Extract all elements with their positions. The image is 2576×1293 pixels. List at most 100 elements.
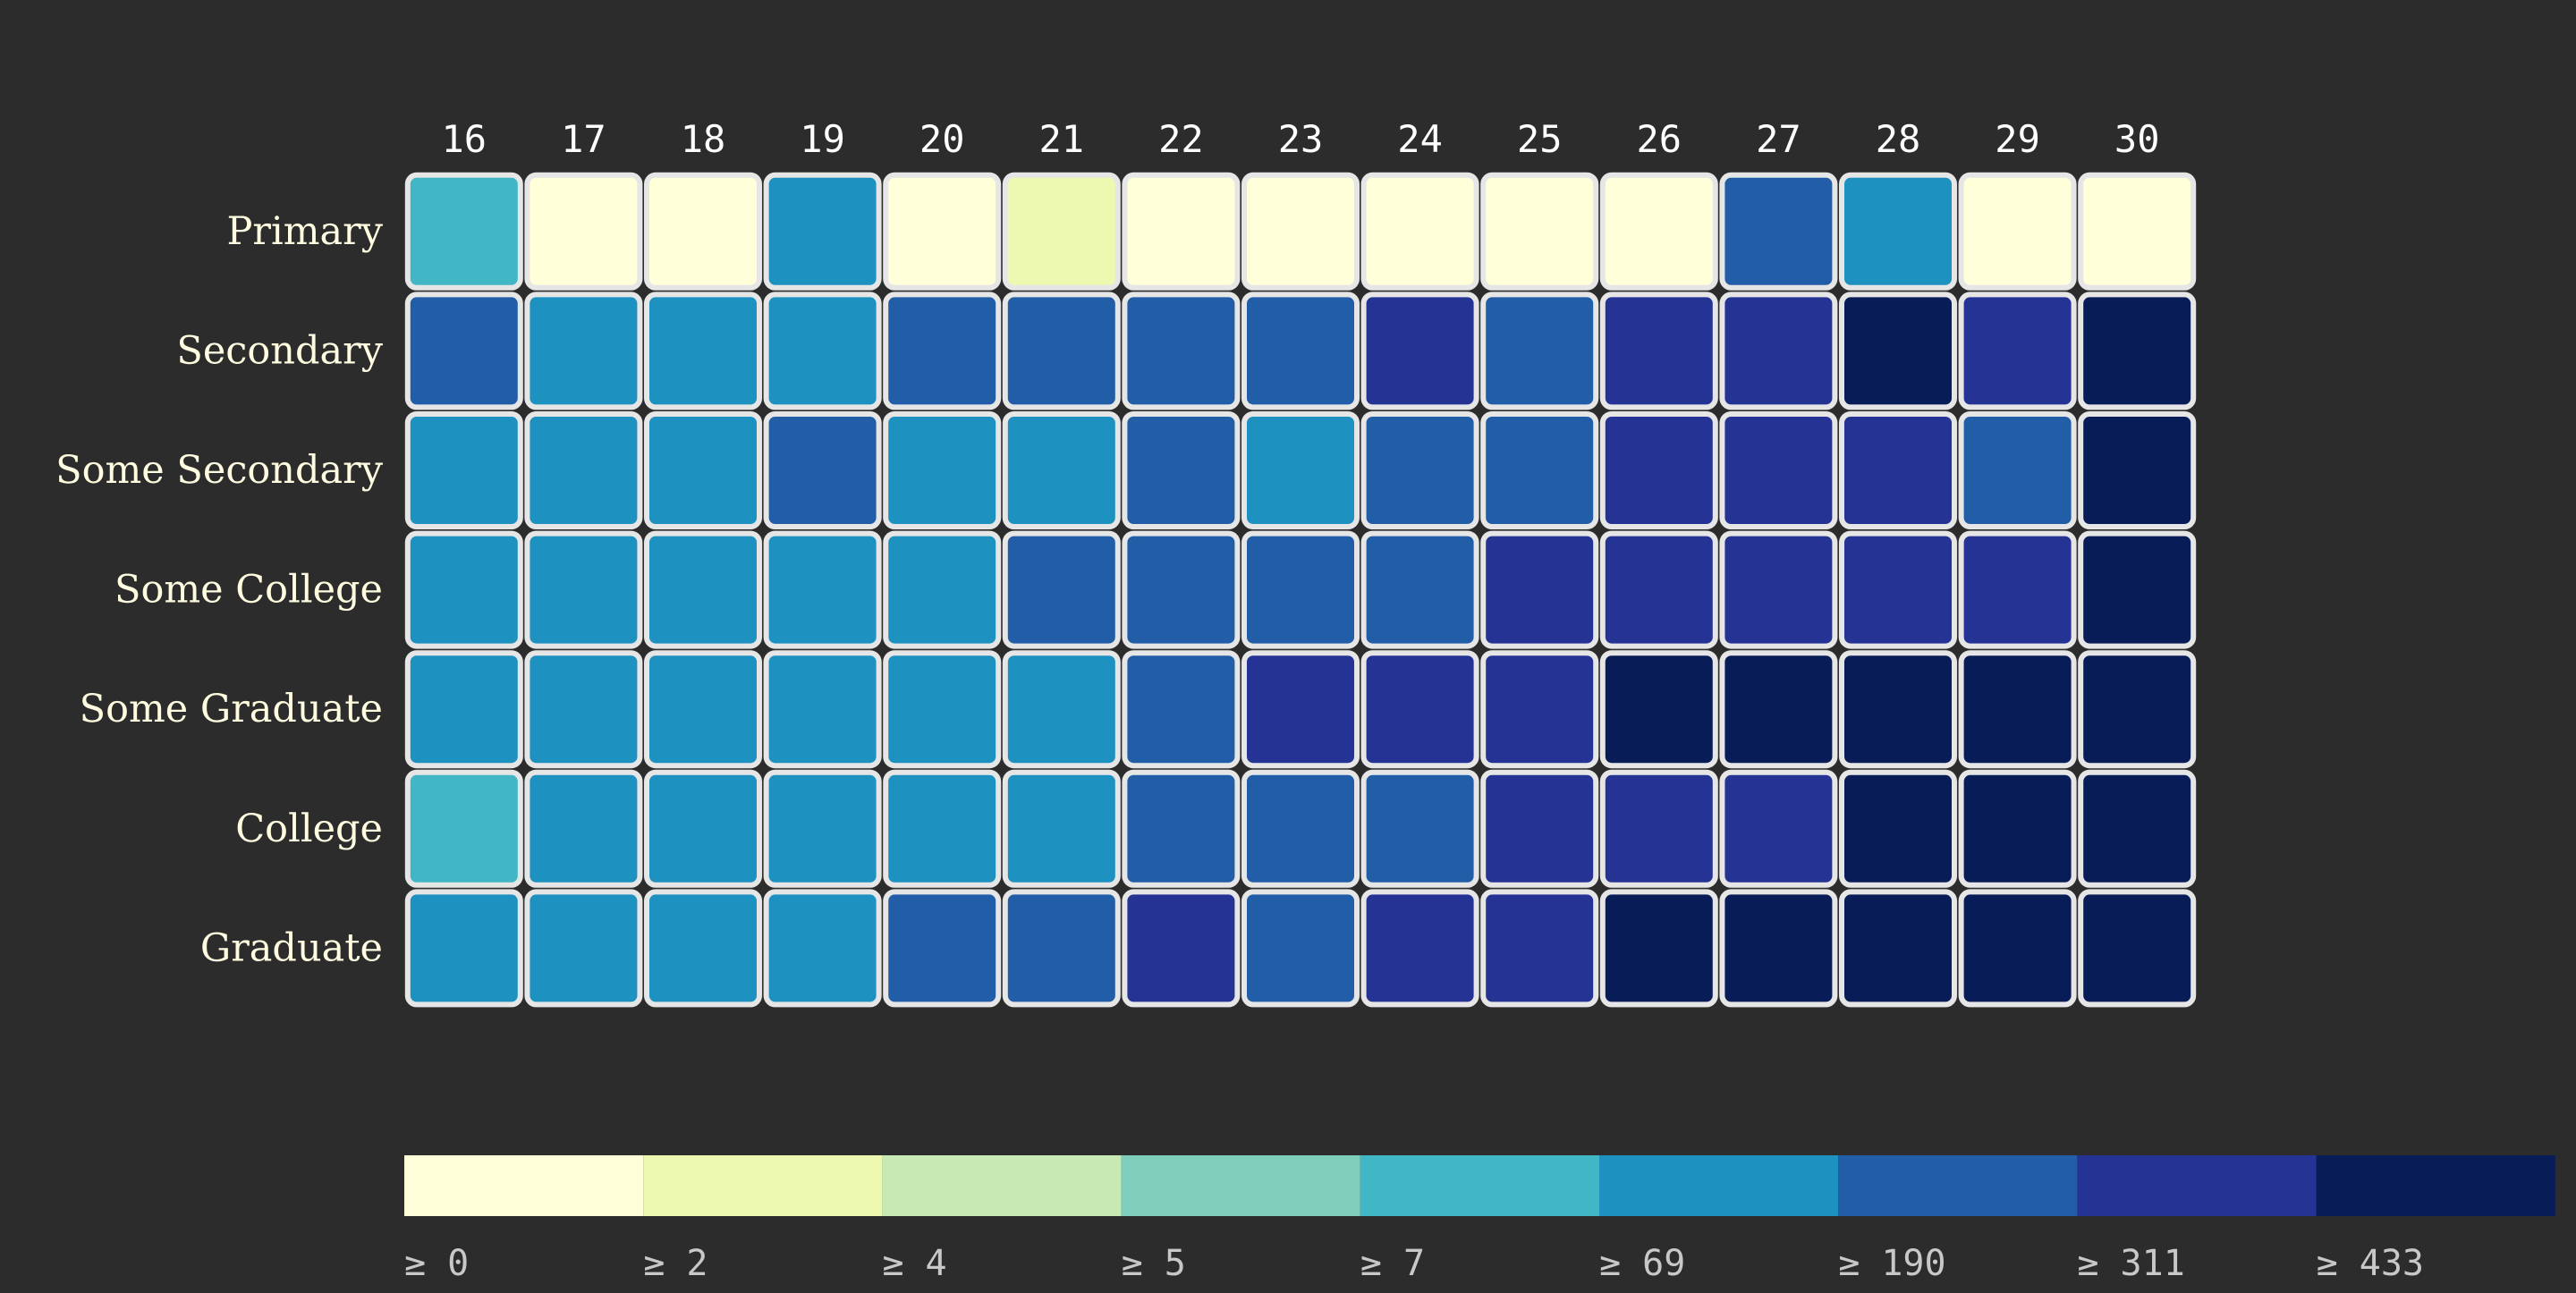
legend-label: ≥ 5 [1122,1243,1186,1284]
column-label: 24 [1397,117,1443,161]
heatmap-cell [1360,889,1479,1008]
column-label: 22 [1158,117,1204,161]
heatmap-cell [1360,172,1479,291]
column-label: 19 [800,117,845,161]
heatmap-cell [524,172,643,291]
heatmap-cell [883,292,1002,410]
column-label: 18 [681,117,726,161]
heatmap-cell [1599,889,1718,1008]
heatmap-cell [883,769,1002,888]
heatmap-cell [1839,650,1957,769]
heatmap-cell [1599,650,1718,769]
heatmap-cell [1241,411,1360,529]
heatmap-cell [1839,172,1957,291]
heatmap-cell [1839,292,1957,410]
heatmap-cell [644,292,762,410]
column-label: 16 [442,117,487,161]
heatmap-cell [1002,769,1121,888]
heatmap-cell [1360,769,1479,888]
heatmap-cell [1360,650,1479,769]
heatmap-cell [644,650,762,769]
heatmap-cell [1958,292,2077,410]
heatmap-cell [524,650,643,769]
legend-swatch [2077,1155,2317,1216]
legend-swatch [2316,1155,2555,1216]
heatmap-cell [1599,769,1718,888]
heatmap-cell [2078,650,2197,769]
heatmap-cell [1958,889,2077,1008]
heatmap-cell [1719,530,1838,649]
heatmap-cell [1480,172,1599,291]
heatmap-cell [1122,172,1241,291]
column-label: 29 [1995,117,2040,161]
column-label: 20 [919,117,965,161]
heatmap-cell [2078,530,2197,649]
heatmap-cell [1480,411,1599,529]
heatmap-cell [2078,411,2197,529]
column-label: 27 [1756,117,1801,161]
row-labels: Primary Secondary Some Secondary Some Colle… [55,209,384,971]
heatmap-cell [644,889,762,1008]
legend-swatch [643,1155,883,1216]
heatmap-cell [1480,769,1599,888]
heatmap-cell [1002,411,1121,529]
heatmap-cell [763,172,882,291]
heatmap-cell [644,172,762,291]
legend-swatch [404,1155,644,1216]
heatmap-cell [2078,889,2197,1008]
heatmap-cell [1002,172,1121,291]
heatmap-cell [524,889,643,1008]
heatmap-cell [1480,530,1599,649]
heatmap-cell [1122,889,1241,1008]
heatmap-cell [1958,769,2077,888]
row-label: College [235,807,383,851]
legend-label: ≥ 2 [643,1243,708,1284]
heatmap-cell [1480,650,1599,769]
heatmap-cell [1122,411,1241,529]
heatmap-cell [883,530,1002,649]
heatmap-cell [1241,530,1360,649]
column-label: 23 [1278,117,1324,161]
heatmap-cell [524,411,643,529]
heatmap-cell [763,650,882,769]
heatmap-cell [1002,530,1121,649]
heatmap-cell [524,292,643,410]
heatmap-cell [644,411,762,529]
heatmap-cell [404,292,523,410]
heatmap-cell [1480,889,1599,1008]
heatmap-cell [763,530,882,649]
heatmap-cell [2078,769,2197,888]
heatmap-cell [1839,769,1957,888]
heatmap-cell [1719,650,1838,769]
heatmap-cell [1599,292,1718,410]
heatmap-cell [2078,172,2197,291]
column-label: 25 [1517,117,1563,161]
legend-swatch [1121,1155,1360,1216]
heatmap-cell [763,889,882,1008]
heatmap-cell [1241,292,1360,410]
legend-swatch [1599,1155,1839,1216]
heatmap-cell [1719,292,1838,410]
column-label: 21 [1039,117,1085,161]
row-label: Primary [227,209,384,254]
heatmap-cell [1241,650,1360,769]
heatmap-cell [763,292,882,410]
heatmap-cell [763,769,882,888]
row-label: Secondary [176,328,383,373]
legend-swatch [1838,1155,2078,1216]
heatmap-cell [1599,411,1718,529]
heatmap-cell [404,889,523,1008]
heatmap-cell [883,411,1002,529]
heatmap-cell [404,172,523,291]
heatmap-cell [1122,769,1241,888]
heatmap-cell [1958,530,2077,649]
legend-label: ≥ 433 [2317,1243,2424,1284]
heatmap-cell [883,650,1002,769]
heatmap-cell [1599,172,1718,291]
heatmap-cell [1360,530,1479,649]
column-label: 28 [1876,117,1921,161]
row-label: Graduate [200,925,383,970]
heatmap-cell [1839,411,1957,529]
heatmap-cell [644,769,762,888]
